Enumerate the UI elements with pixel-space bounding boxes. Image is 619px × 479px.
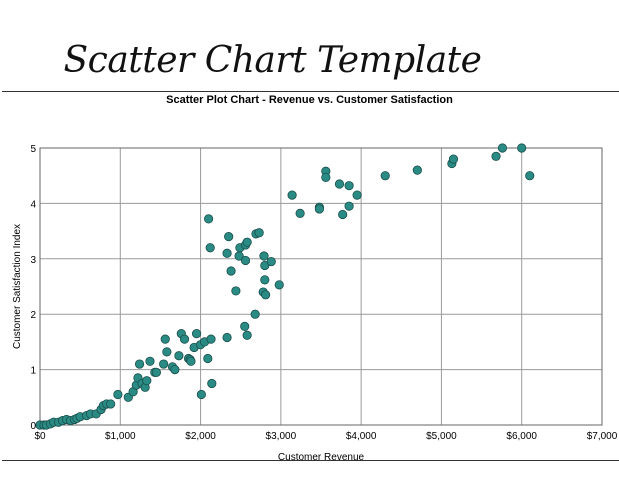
data-point	[412, 165, 422, 175]
data-point	[242, 237, 252, 247]
data-point	[525, 171, 535, 181]
data-point	[380, 171, 390, 181]
data-point	[162, 347, 172, 357]
x-axis-label: Customer Revenue	[278, 452, 365, 463]
data-point	[151, 367, 162, 377]
y-tick-label: 1	[30, 366, 36, 377]
y-tick-label: 4	[30, 199, 36, 210]
chart-grid	[39, 147, 603, 426]
bottom-divider	[2, 460, 619, 461]
data-point	[517, 143, 527, 153]
data-point	[344, 201, 354, 211]
y-axis-ticks: 0 1 2 3 4 5	[30, 144, 36, 432]
data-point	[207, 378, 217, 389]
data-point	[159, 359, 169, 369]
data-point	[106, 399, 116, 409]
data-point	[206, 334, 216, 344]
x-tick-label: $7,000	[587, 431, 618, 442]
data-points	[35, 143, 535, 430]
data-point	[186, 356, 196, 366]
data-point	[203, 353, 213, 364]
data-point	[321, 172, 331, 182]
data-point	[222, 248, 232, 258]
data-point	[179, 334, 190, 344]
data-point	[240, 321, 250, 331]
data-point	[274, 280, 284, 290]
data-point	[134, 359, 145, 369]
data-point	[191, 328, 202, 339]
top-divider	[2, 91, 619, 92]
data-point	[352, 190, 362, 200]
data-point	[338, 209, 348, 220]
data-point	[170, 364, 180, 375]
data-point	[142, 376, 152, 386]
plot-frame	[39, 147, 603, 426]
y-tick-label: 5	[30, 144, 36, 155]
page-title: Scatter Chart Template	[63, 40, 482, 81]
data-point	[314, 204, 324, 214]
x-tick-label: $0	[34, 431, 46, 442]
data-point	[448, 154, 459, 164]
x-tick-label: $3,000	[266, 431, 297, 442]
x-tick-label: $1,000	[105, 431, 136, 442]
data-point	[260, 275, 270, 285]
data-point	[287, 190, 297, 200]
data-point	[113, 389, 123, 400]
data-point	[261, 290, 271, 300]
data-point	[259, 251, 269, 261]
plot-area-border	[39, 147, 603, 426]
data-point	[226, 266, 236, 276]
y-tick-label: 2	[30, 310, 36, 321]
data-point	[174, 351, 184, 361]
data-point	[254, 228, 264, 238]
data-point	[295, 208, 305, 218]
data-point	[497, 143, 508, 153]
data-point	[205, 243, 215, 253]
data-point	[160, 334, 170, 344]
x-tick-label: $2,000	[185, 431, 216, 442]
data-point	[222, 332, 232, 343]
data-point	[266, 256, 276, 267]
data-point	[242, 330, 252, 340]
x-axis-ticks: $0 $1,000 $2,000 $3,000 $4,000 $5,000 $6,000 $7…	[34, 431, 617, 442]
data-point	[224, 232, 234, 242]
data-point	[334, 179, 345, 189]
data-point	[204, 214, 214, 224]
data-point	[231, 286, 241, 296]
data-point	[250, 309, 260, 319]
y-tick-label: 3	[30, 255, 36, 266]
data-point	[240, 255, 251, 266]
y-axis-label: Customer Satisfaction Index	[12, 224, 23, 349]
x-tick-label: $4,000	[346, 431, 377, 442]
data-point	[344, 181, 354, 191]
data-point	[145, 356, 155, 366]
chart-title: Scatter Plot Chart - Revenue vs. Custome…	[166, 94, 453, 106]
x-tick-label: $5,000	[426, 431, 457, 442]
y-tick-label: 0	[30, 421, 36, 432]
data-point	[491, 151, 501, 161]
x-tick-label: $6,000	[506, 431, 537, 442]
data-point	[196, 389, 206, 400]
